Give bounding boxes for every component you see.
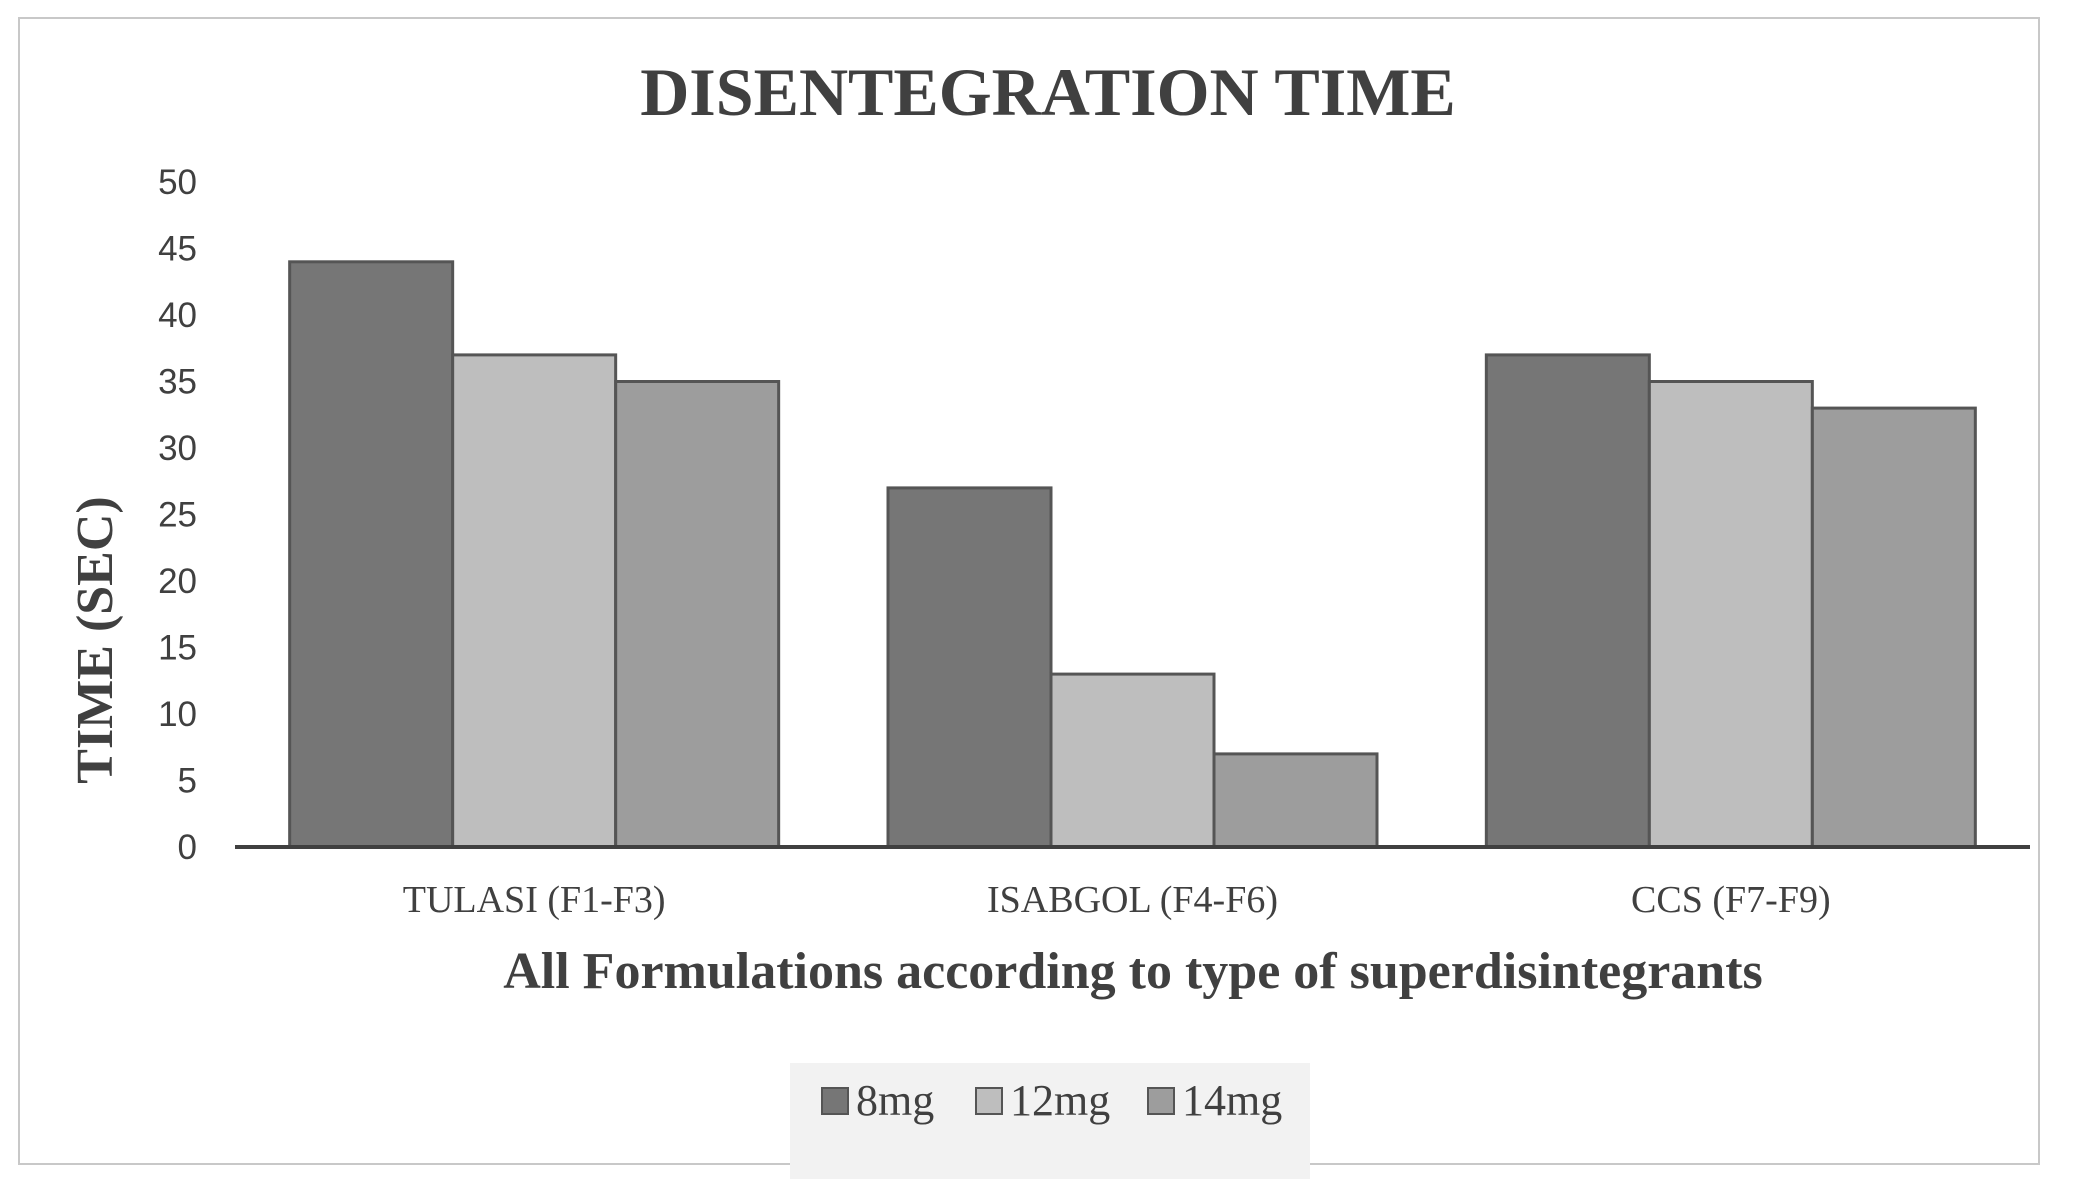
chart-title: DISENTEGRATION TIME: [640, 54, 1456, 130]
bar-12mg-2: [1647, 380, 1814, 849]
legend-label: 12mg: [1010, 1076, 1110, 1125]
bar-14mg-0: [614, 380, 781, 849]
bar-14mg-2: [1810, 406, 1977, 849]
legend-swatch-14mg: [1147, 1087, 1175, 1115]
bar-14mg-1: [1212, 752, 1379, 849]
legend-label: 8mg: [856, 1076, 934, 1125]
x-tick-label: TULASI (F1-F3): [403, 879, 666, 921]
y-tick-label: 50: [158, 163, 197, 202]
y-tick-label: 35: [158, 363, 197, 402]
y-tick-label: 15: [158, 629, 197, 668]
legend-swatch-12mg: [975, 1087, 1003, 1115]
bar-12mg-0: [451, 353, 618, 849]
bar-12mg-1: [1049, 672, 1216, 849]
y-tick-label: 10: [158, 695, 197, 734]
legend: 8mg 12mg 14mg: [821, 1076, 1282, 1125]
y-axis-ticks: 0 5 10 15 20 25 30 35 40 45 50: [158, 163, 197, 867]
bar-8mg-1: [886, 486, 1053, 849]
y-tick-label: 5: [178, 762, 197, 801]
bars: [288, 260, 1977, 849]
y-tick-label: 30: [158, 429, 197, 468]
y-tick-label: 20: [158, 562, 197, 601]
legend-box: [790, 1063, 1310, 1179]
x-tick-label: ISABGOL (F4-F6): [987, 879, 1278, 921]
y-tick-label: 45: [158, 230, 197, 269]
y-axis-label: TIME (SEC): [67, 496, 124, 783]
x-axis-ticks: TULASI (F1-F3) ISABGOL (F4-F6) CCS (F7-F9): [403, 879, 1831, 921]
legend-label: 14mg: [1182, 1076, 1282, 1125]
bar-8mg-0: [288, 260, 455, 849]
x-tick-label: CCS (F7-F9): [1631, 879, 1831, 921]
y-tick-label: 0: [178, 828, 197, 867]
x-axis-label: All Formulations according to type of su…: [503, 943, 1763, 1000]
bar-8mg-2: [1484, 353, 1651, 849]
y-tick-label: 25: [158, 496, 197, 535]
y-tick-label: 40: [158, 296, 197, 335]
legend-swatch-8mg: [821, 1087, 849, 1115]
